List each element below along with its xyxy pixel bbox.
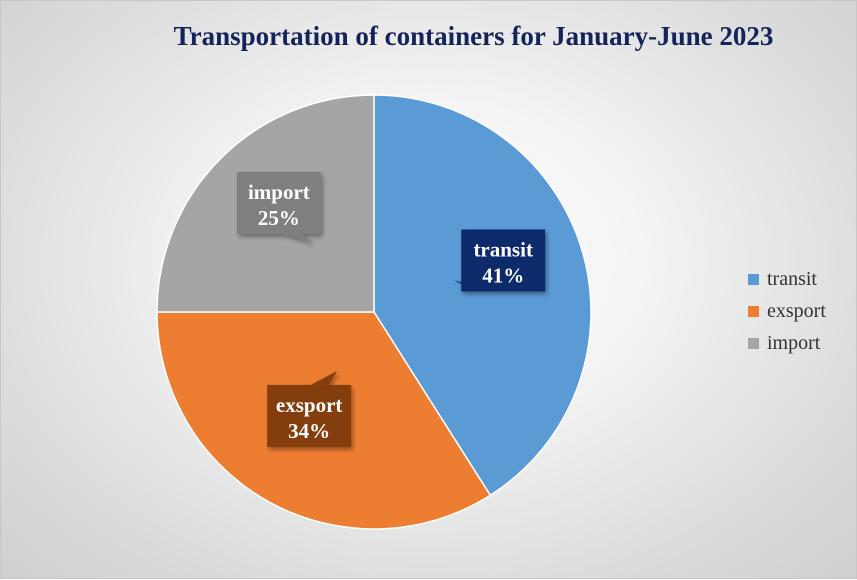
legend-label-import: import bbox=[767, 331, 821, 354]
data-label-box-exsport bbox=[267, 384, 352, 447]
data-label-value-import: 25% bbox=[258, 206, 300, 230]
data-label-box-transit bbox=[461, 229, 546, 292]
pie-slice-transit bbox=[373, 94, 592, 497]
legend-item-import: import bbox=[748, 327, 826, 359]
data-label-category-transit: transit bbox=[473, 237, 533, 261]
legend-swatch-exsport bbox=[748, 305, 759, 317]
legend-swatch-import bbox=[748, 337, 759, 349]
data-label-pointer-exsport bbox=[310, 370, 338, 385]
legend-item-transit: transit bbox=[748, 263, 826, 295]
legend-swatch-transit bbox=[748, 273, 759, 285]
data-label-pointer-import bbox=[283, 233, 314, 243]
data-label-value-transit: 41% bbox=[482, 263, 524, 287]
legend: transit exsport import bbox=[748, 263, 826, 359]
data-label-category-import: import bbox=[248, 180, 310, 204]
legend-item-exsport: exsport bbox=[748, 295, 826, 327]
legend-label-transit: transit bbox=[767, 267, 817, 290]
data-label-category-exsport: exsport bbox=[276, 393, 343, 417]
chart-title: Transportation of containers for January… bbox=[173, 21, 774, 51]
legend-label-exsport: exsport bbox=[767, 299, 826, 322]
data-label-pointer-transit bbox=[453, 280, 494, 292]
data-label-box-import bbox=[236, 171, 321, 234]
data-label-value-exsport: 34% bbox=[288, 419, 330, 443]
